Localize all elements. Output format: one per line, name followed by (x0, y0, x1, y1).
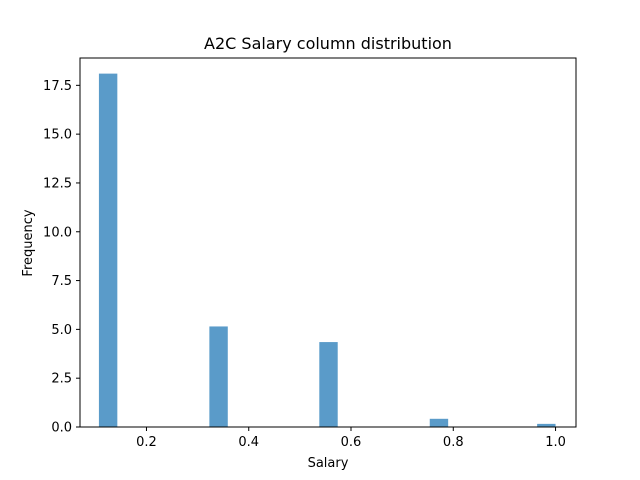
histogram-bar-2 (209, 326, 228, 427)
x-tick-label: 0.8 (443, 435, 464, 450)
x-axis-title: Salary (308, 456, 349, 471)
y-tick-label: 7.5 (51, 274, 72, 289)
x-tick-label: 1.0 (545, 435, 566, 450)
y-tick-label: 10.0 (43, 225, 72, 240)
bars-group (98, 73, 556, 427)
histogram-bar-1 (98, 73, 118, 427)
plot-frame (79, 57, 577, 428)
y-tick-label: 0.0 (51, 421, 72, 436)
histogram-bar-5 (537, 423, 556, 427)
y-axis-title: Frequency (21, 209, 36, 276)
y-tick-label: 17.5 (43, 79, 72, 94)
x-tick-label: 0.4 (238, 435, 259, 450)
chart-title: A2C Salary column distribution (204, 34, 452, 53)
y-tick-label: 2.5 (51, 372, 72, 387)
histogram-bar-3 (319, 342, 338, 427)
y-axis-ticks: 0.0 2.5 5.0 7.5 10.0 12.5 15.0 17.5 (43, 79, 80, 436)
y-tick-label: 5.0 (51, 323, 72, 338)
y-tick-label: 15.0 (43, 128, 72, 143)
histogram-bar-4 (429, 418, 449, 427)
x-tick-label: 0.2 (136, 435, 157, 450)
x-axis-ticks: 0.2 0.4 0.6 0.8 1.0 (136, 427, 566, 450)
x-tick-label: 0.6 (341, 435, 362, 450)
y-tick-label: 12.5 (43, 176, 72, 191)
